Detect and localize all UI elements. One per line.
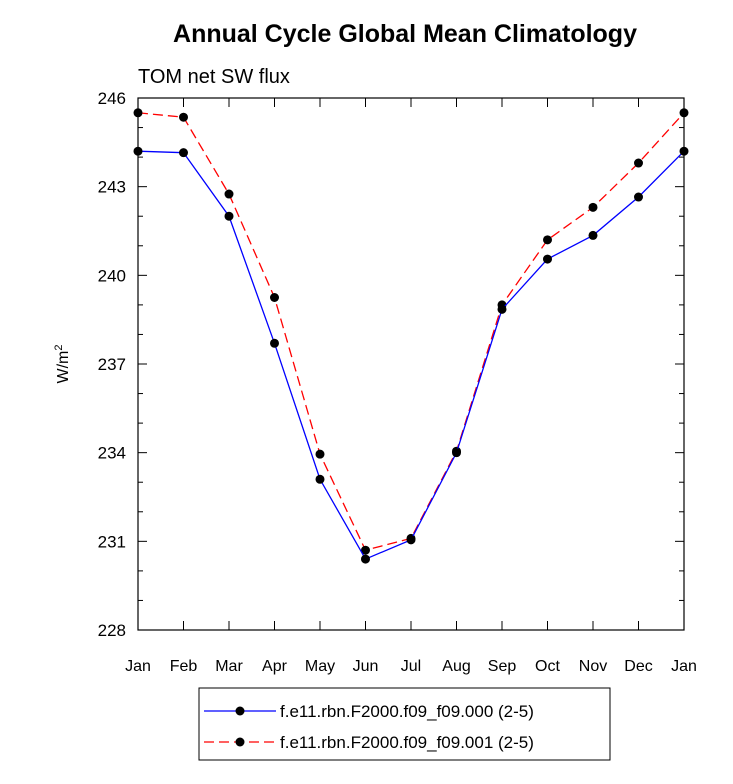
legend: f.e11.rbn.F2000.f09_f09.000 (2-5) f.e11.r… <box>198 687 611 761</box>
chart-title: Annual Cycle Global Mean Climatology <box>173 20 637 48</box>
data-point <box>588 230 598 240</box>
y-tick-label: 237 <box>98 355 126 374</box>
x-tick-label: Oct <box>535 658 560 675</box>
data-point <box>179 112 188 122</box>
x-tick-label: Jan <box>671 658 697 675</box>
x-tick-label: Apr <box>262 658 288 675</box>
data-point <box>270 338 279 348</box>
plot-frame <box>137 97 685 631</box>
x-tick-label: May <box>305 658 335 675</box>
x-tick-label: Sep <box>488 658 517 675</box>
plot-axes: 228 231 234 237 240 243 246 Jan Feb Mar Apr May Jun J… <box>98 89 697 675</box>
x-tick-label: Dec <box>624 658 652 675</box>
legend-label: f.e11.rbn.F2000.f09_f09.000 (2-5) <box>280 702 534 721</box>
legend-label: f.e11.rbn.F2000.f09_f09.001 (2-5) <box>280 733 534 752</box>
x-tick-label: Aug <box>442 658 470 675</box>
data-point <box>361 545 370 555</box>
data-point <box>133 108 143 118</box>
data-point <box>315 449 325 459</box>
data-point <box>361 554 370 564</box>
chart-subtitle: TOM net SW flux <box>138 66 290 88</box>
y-tick-label: 234 <box>98 444 126 463</box>
data-point <box>406 535 416 545</box>
data-point <box>315 474 325 484</box>
y-tick-label: 246 <box>98 89 126 108</box>
data-point <box>452 448 461 458</box>
data-point <box>497 304 507 314</box>
series-0 <box>133 146 689 564</box>
y-tick-label: 243 <box>98 178 126 197</box>
y-tick-label: 231 <box>98 532 126 551</box>
data-point <box>133 146 143 156</box>
legend-marker <box>235 706 245 716</box>
y-tick-label: 240 <box>98 266 126 285</box>
y-tick-label: 228 <box>98 621 126 640</box>
data-point <box>543 254 552 264</box>
data-point <box>634 158 643 168</box>
data-point <box>270 293 279 302</box>
series-line <box>137 150 685 560</box>
data-point <box>543 235 552 245</box>
y-axis-label-text: W/m <box>55 351 72 384</box>
y-axis-label-sup: 2 <box>53 345 65 351</box>
legend-marker <box>235 737 245 747</box>
x-tick-label: Nov <box>579 658 607 675</box>
y-axis-label: W/m2 <box>53 345 72 384</box>
data-point <box>679 108 689 118</box>
legend-box <box>198 687 611 761</box>
x-tick-label: Jun <box>353 658 379 675</box>
x-tick-label: Feb <box>170 658 198 675</box>
series-line <box>137 112 685 551</box>
series-1 <box>133 108 689 555</box>
data-point <box>634 192 643 202</box>
data-point <box>179 148 188 158</box>
x-tick-label: Jul <box>401 658 421 675</box>
x-tick-label: Mar <box>215 658 243 675</box>
data-point <box>679 146 689 156</box>
data-point <box>588 202 598 212</box>
x-tick-label: Jan <box>125 658 151 675</box>
series-layer <box>133 108 689 564</box>
data-point <box>224 211 234 221</box>
data-point <box>224 189 234 199</box>
